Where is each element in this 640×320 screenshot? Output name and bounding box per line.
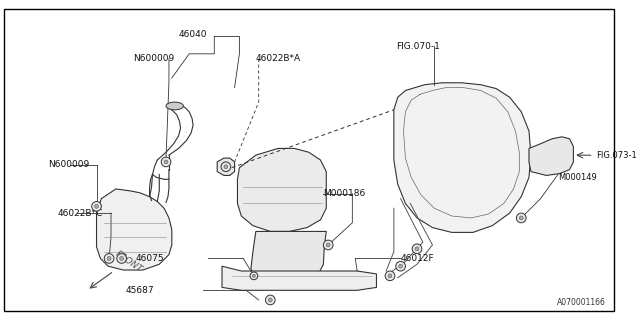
Text: M000186: M000186 [323,189,365,198]
Text: 46012F: 46012F [401,254,434,263]
Circle shape [95,204,99,208]
Circle shape [415,247,419,251]
Circle shape [117,254,127,263]
Text: 46022B*A: 46022B*A [256,54,301,63]
Circle shape [252,274,255,277]
Text: 45687: 45687 [126,286,154,295]
Polygon shape [217,158,235,175]
Circle shape [164,160,168,164]
Circle shape [396,261,405,271]
Circle shape [388,274,392,278]
Circle shape [323,240,333,250]
Circle shape [385,271,395,281]
Circle shape [161,157,171,167]
Circle shape [92,202,101,211]
Text: M000149: M000149 [558,173,596,182]
Circle shape [326,243,330,247]
Text: FIG.070-1: FIG.070-1 [396,42,440,51]
Circle shape [120,257,124,260]
Circle shape [516,213,526,223]
Polygon shape [529,137,573,175]
Text: 46075: 46075 [136,254,164,263]
Text: FIG.073-1: FIG.073-1 [596,151,637,160]
Text: A070001166: A070001166 [557,298,606,307]
Circle shape [399,264,403,268]
Text: 46040: 46040 [179,30,207,39]
Circle shape [250,272,258,280]
Polygon shape [97,189,172,270]
Ellipse shape [166,102,184,110]
Circle shape [519,216,523,220]
Text: N600009: N600009 [133,54,175,63]
Circle shape [266,295,275,305]
Circle shape [107,257,111,260]
Polygon shape [222,266,376,290]
Circle shape [268,298,272,302]
Text: FRONT: FRONT [114,249,144,274]
Polygon shape [251,231,326,285]
Circle shape [221,162,230,172]
Text: 46022B*C: 46022B*C [58,209,103,218]
Polygon shape [237,148,326,231]
Polygon shape [394,83,531,232]
Circle shape [224,165,228,169]
Circle shape [412,244,422,254]
Circle shape [104,254,114,263]
Text: N600009: N600009 [48,160,90,169]
